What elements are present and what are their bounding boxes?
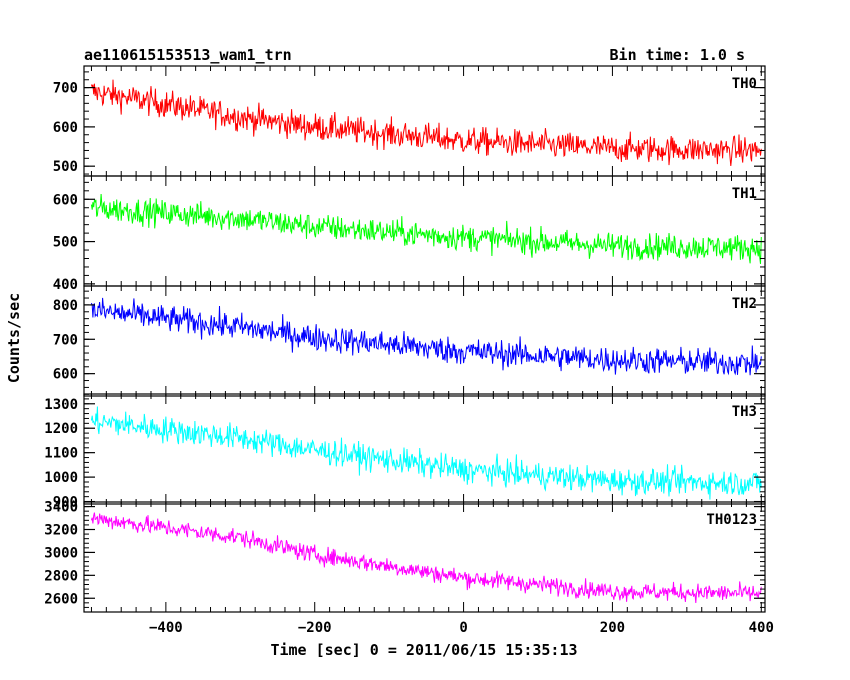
series-line-th1	[90, 193, 762, 264]
series-line-th3	[90, 406, 762, 500]
y-tick-label: 500	[53, 235, 78, 251]
panel-th0123: 2600 2800 3000 3200 3400 TH0123	[44, 500, 766, 613]
y-tick-label: 2600	[44, 591, 78, 607]
series-line-th0123	[90, 512, 762, 604]
x-tick-label: 0	[459, 620, 467, 636]
panel-th3: 900 1000 1100 1200 1300 TH3	[44, 393, 766, 511]
y-tick-label: 800	[53, 298, 78, 314]
y-tick-label: 2800	[44, 568, 78, 584]
panel-label: TH2	[732, 296, 757, 312]
y-tick-label: 500	[53, 159, 78, 175]
y-tick-label: 1100	[44, 446, 78, 462]
panel-label: TH3	[732, 404, 757, 420]
panel-th2: 600 700 800 TH2	[53, 285, 766, 397]
panel-th1: 400 500 600 TH1	[53, 175, 766, 293]
panel-label: TH0	[732, 76, 757, 92]
panel-frame	[83, 285, 766, 397]
x-axis: −400 −200 0 200 400	[149, 620, 774, 636]
y-tick-label: 3400	[44, 500, 78, 516]
panels: 500 600 700 TH0 400 500 600 TH1 600 700 800 TH2 900 1…	[44, 65, 766, 613]
x-tick-label: 200	[600, 620, 625, 636]
bin-time-label: Bin time: 1.0 s	[610, 46, 745, 64]
series-line-th0	[90, 79, 762, 167]
y-tick-label: 600	[53, 192, 78, 208]
x-tick-label: −400	[149, 620, 183, 636]
panel-frame	[83, 393, 766, 505]
y-tick-label: 1300	[44, 397, 78, 413]
panel-th0: 500 600 700 TH0	[53, 65, 766, 177]
y-tick-label: 3200	[44, 523, 78, 539]
y-tick-label: 1200	[44, 421, 78, 437]
y-tick-label: 3000	[44, 545, 78, 561]
y-axis-label: Counts/sec	[5, 293, 23, 383]
y-tick-label: 700	[53, 81, 78, 97]
panel-frame	[83, 175, 766, 287]
y-tick-label: 600	[53, 367, 78, 383]
x-tick-label: −200	[298, 620, 332, 636]
x-axis-label: Time [sec] 0 = 2011/06/15 15:35:13	[270, 641, 577, 659]
y-tick-label: 400	[53, 277, 78, 293]
y-tick-label: 1000	[44, 470, 78, 486]
y-tick-label: 900	[53, 495, 78, 511]
x-tick-label: 400	[749, 620, 774, 636]
series-line-th2	[90, 297, 762, 376]
panel-frame	[83, 501, 766, 613]
panel-label: TH1	[732, 186, 757, 202]
y-tick-label: 600	[53, 120, 78, 136]
panel-label: TH0123	[706, 512, 757, 528]
chart-title: ae110615153513_wam1_trn	[84, 46, 292, 64]
y-tick-label: 700	[53, 332, 78, 348]
